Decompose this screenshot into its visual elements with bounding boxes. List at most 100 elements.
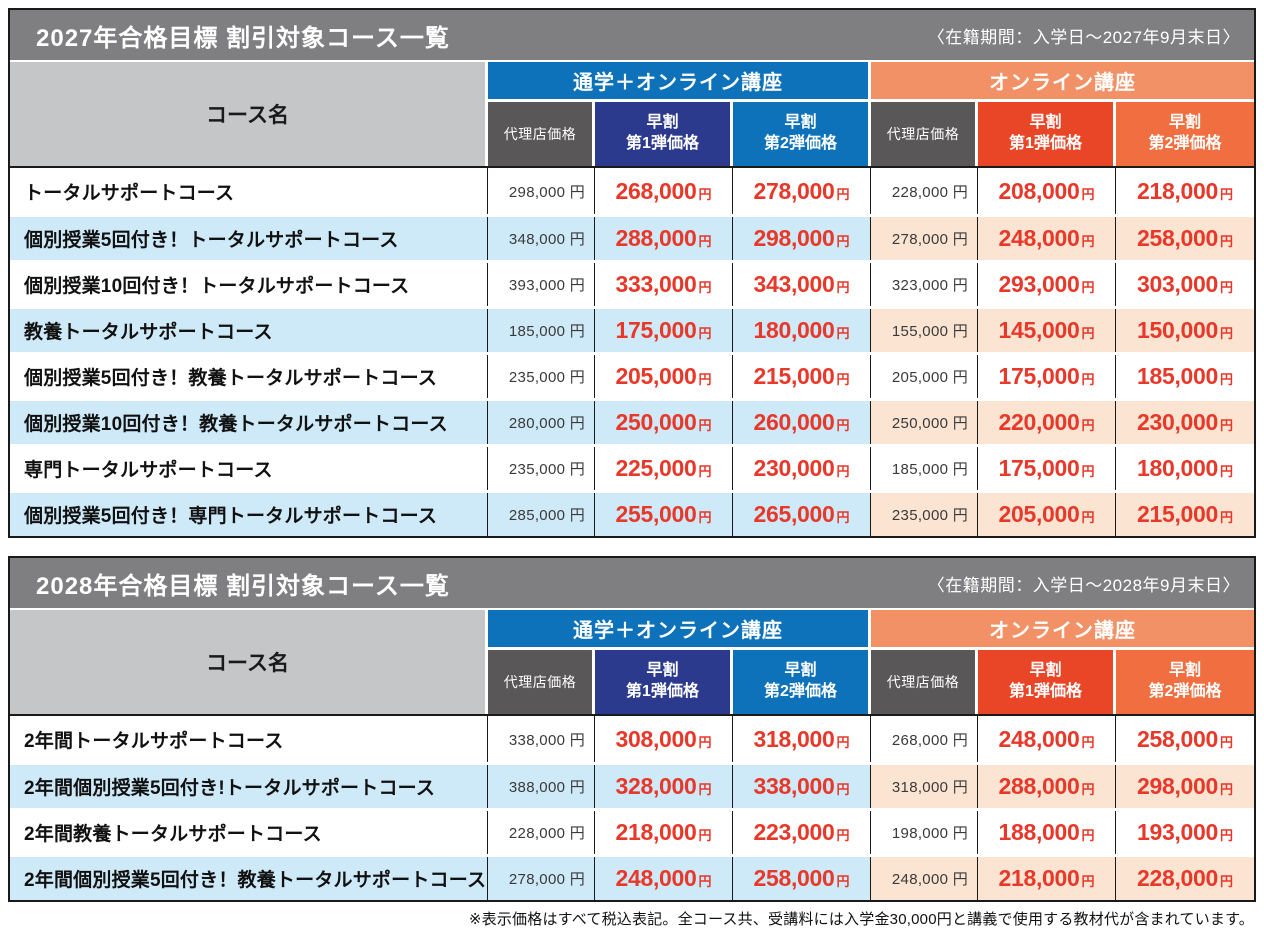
subheader-label: 第1弾価格 <box>626 683 699 700</box>
subheader-early1-price: 早割 第1弾価格 <box>978 650 1116 714</box>
yen-suffix: 円 <box>1081 372 1095 387</box>
course-name-cell: 個別授業10回付き！教養トータルサポートコース <box>10 401 488 444</box>
course-name-cell: 2年間トータルサポートコース <box>10 716 488 762</box>
subheader-label: 早割 <box>646 114 679 132</box>
earlybird-price-cell: 228,000 円 <box>1116 857 1254 900</box>
group-header-commute-online: 通学＋オンライン講座 <box>488 62 871 102</box>
table-body: 2年間トータルサポートコース 338,000 円 308,000 円 318,000 円 2… <box>10 714 1254 900</box>
subheader-early1-price: 早割 第1弾価格 <box>978 102 1116 166</box>
earlybird-price-cell: 258,000 円 <box>733 857 871 900</box>
course-name-cell: 専門トータルサポートコース <box>10 447 488 490</box>
agency-price-cell: 338,000 円 <box>488 716 595 762</box>
earlybird-price-cell: 175,000 円 <box>978 447 1116 490</box>
price-value: 208,000 <box>998 177 1080 204</box>
yen-suffix: 円 <box>1081 326 1095 341</box>
subheader-early2-price: 早割 第2弾価格 <box>1116 102 1254 166</box>
yen-suffix: 円 <box>1220 734 1234 750</box>
subheader-label: 第2弾価格 <box>764 135 837 152</box>
subheader-label: 早割 <box>646 662 679 680</box>
price-value: 343,000 <box>753 271 835 297</box>
earlybird-price-cell: 328,000 円 <box>595 765 733 808</box>
yen-suffix: 円 <box>698 234 712 249</box>
price-value: 145,000 <box>998 317 1080 343</box>
agency-price-cell: 155,000 円 <box>871 309 978 352</box>
subheader-agency-price: 代理店価格 <box>871 650 978 714</box>
yen-suffix: 円 <box>698 372 712 387</box>
course-name-cell: 個別授業5回付き！教養トータルサポートコース <box>10 355 488 398</box>
price-value: 260,000 <box>753 409 835 435</box>
earlybird-price-cell: 175,000 円 <box>595 309 733 352</box>
earlybird-price-cell: 230,000 円 <box>1116 401 1254 444</box>
agency-price-cell: 278,000 円 <box>871 217 978 260</box>
earlybird-price-cell: 265,000 円 <box>733 493 871 536</box>
yen-suffix: 円 <box>698 874 712 889</box>
agency-price-cell: 280,000 円 <box>488 401 595 444</box>
subheader-early1-price: 早割 第1弾価格 <box>595 102 733 166</box>
yen-suffix: 円 <box>1220 828 1234 843</box>
yen-suffix: 円 <box>836 828 850 843</box>
earlybird-price-cell: 318,000 円 <box>733 716 871 762</box>
subheader-early2-price: 早割 第2弾価格 <box>733 102 871 166</box>
earlybird-price-cell: 338,000 円 <box>733 765 871 808</box>
agency-price-cell: 198,000 円 <box>871 811 978 854</box>
subheader-label: 代理店価格 <box>503 125 577 142</box>
course-name-header: コース名 <box>10 62 488 166</box>
earlybird-price-cell: 278,000 円 <box>733 168 871 214</box>
earlybird-price-cell: 225,000 円 <box>595 447 733 490</box>
agency-price-cell: 298,000 円 <box>488 168 595 214</box>
subheader-label: 代理店価格 <box>886 673 960 690</box>
price-value: 188,000 <box>998 819 1080 845</box>
agency-price-cell: 235,000 円 <box>488 447 595 490</box>
subheader-label: 第1弾価格 <box>1009 683 1082 700</box>
earlybird-price-cell: 298,000 円 <box>733 217 871 260</box>
yen-suffix: 円 <box>1081 186 1095 202</box>
yen-suffix: 円 <box>1220 510 1234 525</box>
earlybird-price-cell: 215,000 円 <box>733 355 871 398</box>
table-row: 2年間個別授業5回付き!トータルサポートコース 388,000 円 328,000 円… <box>10 762 1254 808</box>
agency-price-cell: 393,000 円 <box>488 263 595 306</box>
price-value: 218,000 <box>615 819 697 845</box>
price-value: 205,000 <box>615 363 697 389</box>
earlybird-price-cell: 180,000 円 <box>1116 447 1254 490</box>
course-name-cell: 2年間教養トータルサポートコース <box>10 811 488 854</box>
earlybird-price-cell: 150,000 円 <box>1116 309 1254 352</box>
yen-suffix: 円 <box>1081 874 1095 889</box>
agency-price-cell: 323,000 円 <box>871 263 978 306</box>
price-value: 255,000 <box>615 501 697 527</box>
agency-price-cell: 235,000 円 <box>488 355 595 398</box>
price-value: 220,000 <box>998 409 1080 435</box>
agency-price-cell: 228,000 円 <box>871 168 978 214</box>
earlybird-price-cell: 248,000 円 <box>595 857 733 900</box>
earlybird-price-cell: 218,000 円 <box>1116 168 1254 214</box>
price-value: 185,000 <box>1136 363 1219 389</box>
price-value: 298,000 <box>753 225 835 251</box>
earlybird-price-cell: 248,000 円 <box>978 217 1116 260</box>
subheader-label: 早割 <box>1168 662 1201 680</box>
yen-suffix: 円 <box>1081 828 1095 843</box>
agency-price-cell: 235,000 円 <box>871 493 978 536</box>
agency-price-cell: 348,000 円 <box>488 217 595 260</box>
earlybird-price-cell: 258,000 円 <box>1116 217 1254 260</box>
yen-suffix: 円 <box>1220 326 1234 341</box>
yen-suffix: 円 <box>1220 234 1234 249</box>
table-header: コース名 通学＋オンライン講座 オンライン講座 代理店価格 早割 第1弾価格 早… <box>10 62 1254 166</box>
table-row: 個別授業10回付き！教養トータルサポートコース 280,000 円 250,000 円… <box>10 398 1254 444</box>
price-value: 175,000 <box>998 363 1080 389</box>
price-table-2028: 2028年合格目標 割引対象コース一覧 〈在籍期間：入学日〜2028年9月末日〉… <box>8 556 1256 902</box>
table-title: 2027年合格目標 割引対象コース一覧 <box>36 24 450 52</box>
subheader-early2-price: 早割 第2弾価格 <box>733 650 871 714</box>
earlybird-price-cell: 208,000 円 <box>978 168 1116 214</box>
earlybird-price-cell: 258,000 円 <box>1116 716 1254 762</box>
price-value: 308,000 <box>615 725 697 752</box>
group-header-online: オンライン講座 <box>871 62 1254 102</box>
table-row: 2年間教養トータルサポートコース 228,000 円 218,000 円 223,000… <box>10 808 1254 854</box>
agency-price-cell: 268,000 円 <box>871 716 978 762</box>
yen-suffix: 円 <box>1081 734 1095 750</box>
yen-suffix: 円 <box>698 326 712 341</box>
subheader-label: 代理店価格 <box>503 673 577 690</box>
yen-suffix: 円 <box>836 510 850 525</box>
yen-suffix: 円 <box>1220 874 1234 889</box>
price-value: 180,000 <box>1136 455 1219 481</box>
yen-suffix: 円 <box>836 372 850 387</box>
